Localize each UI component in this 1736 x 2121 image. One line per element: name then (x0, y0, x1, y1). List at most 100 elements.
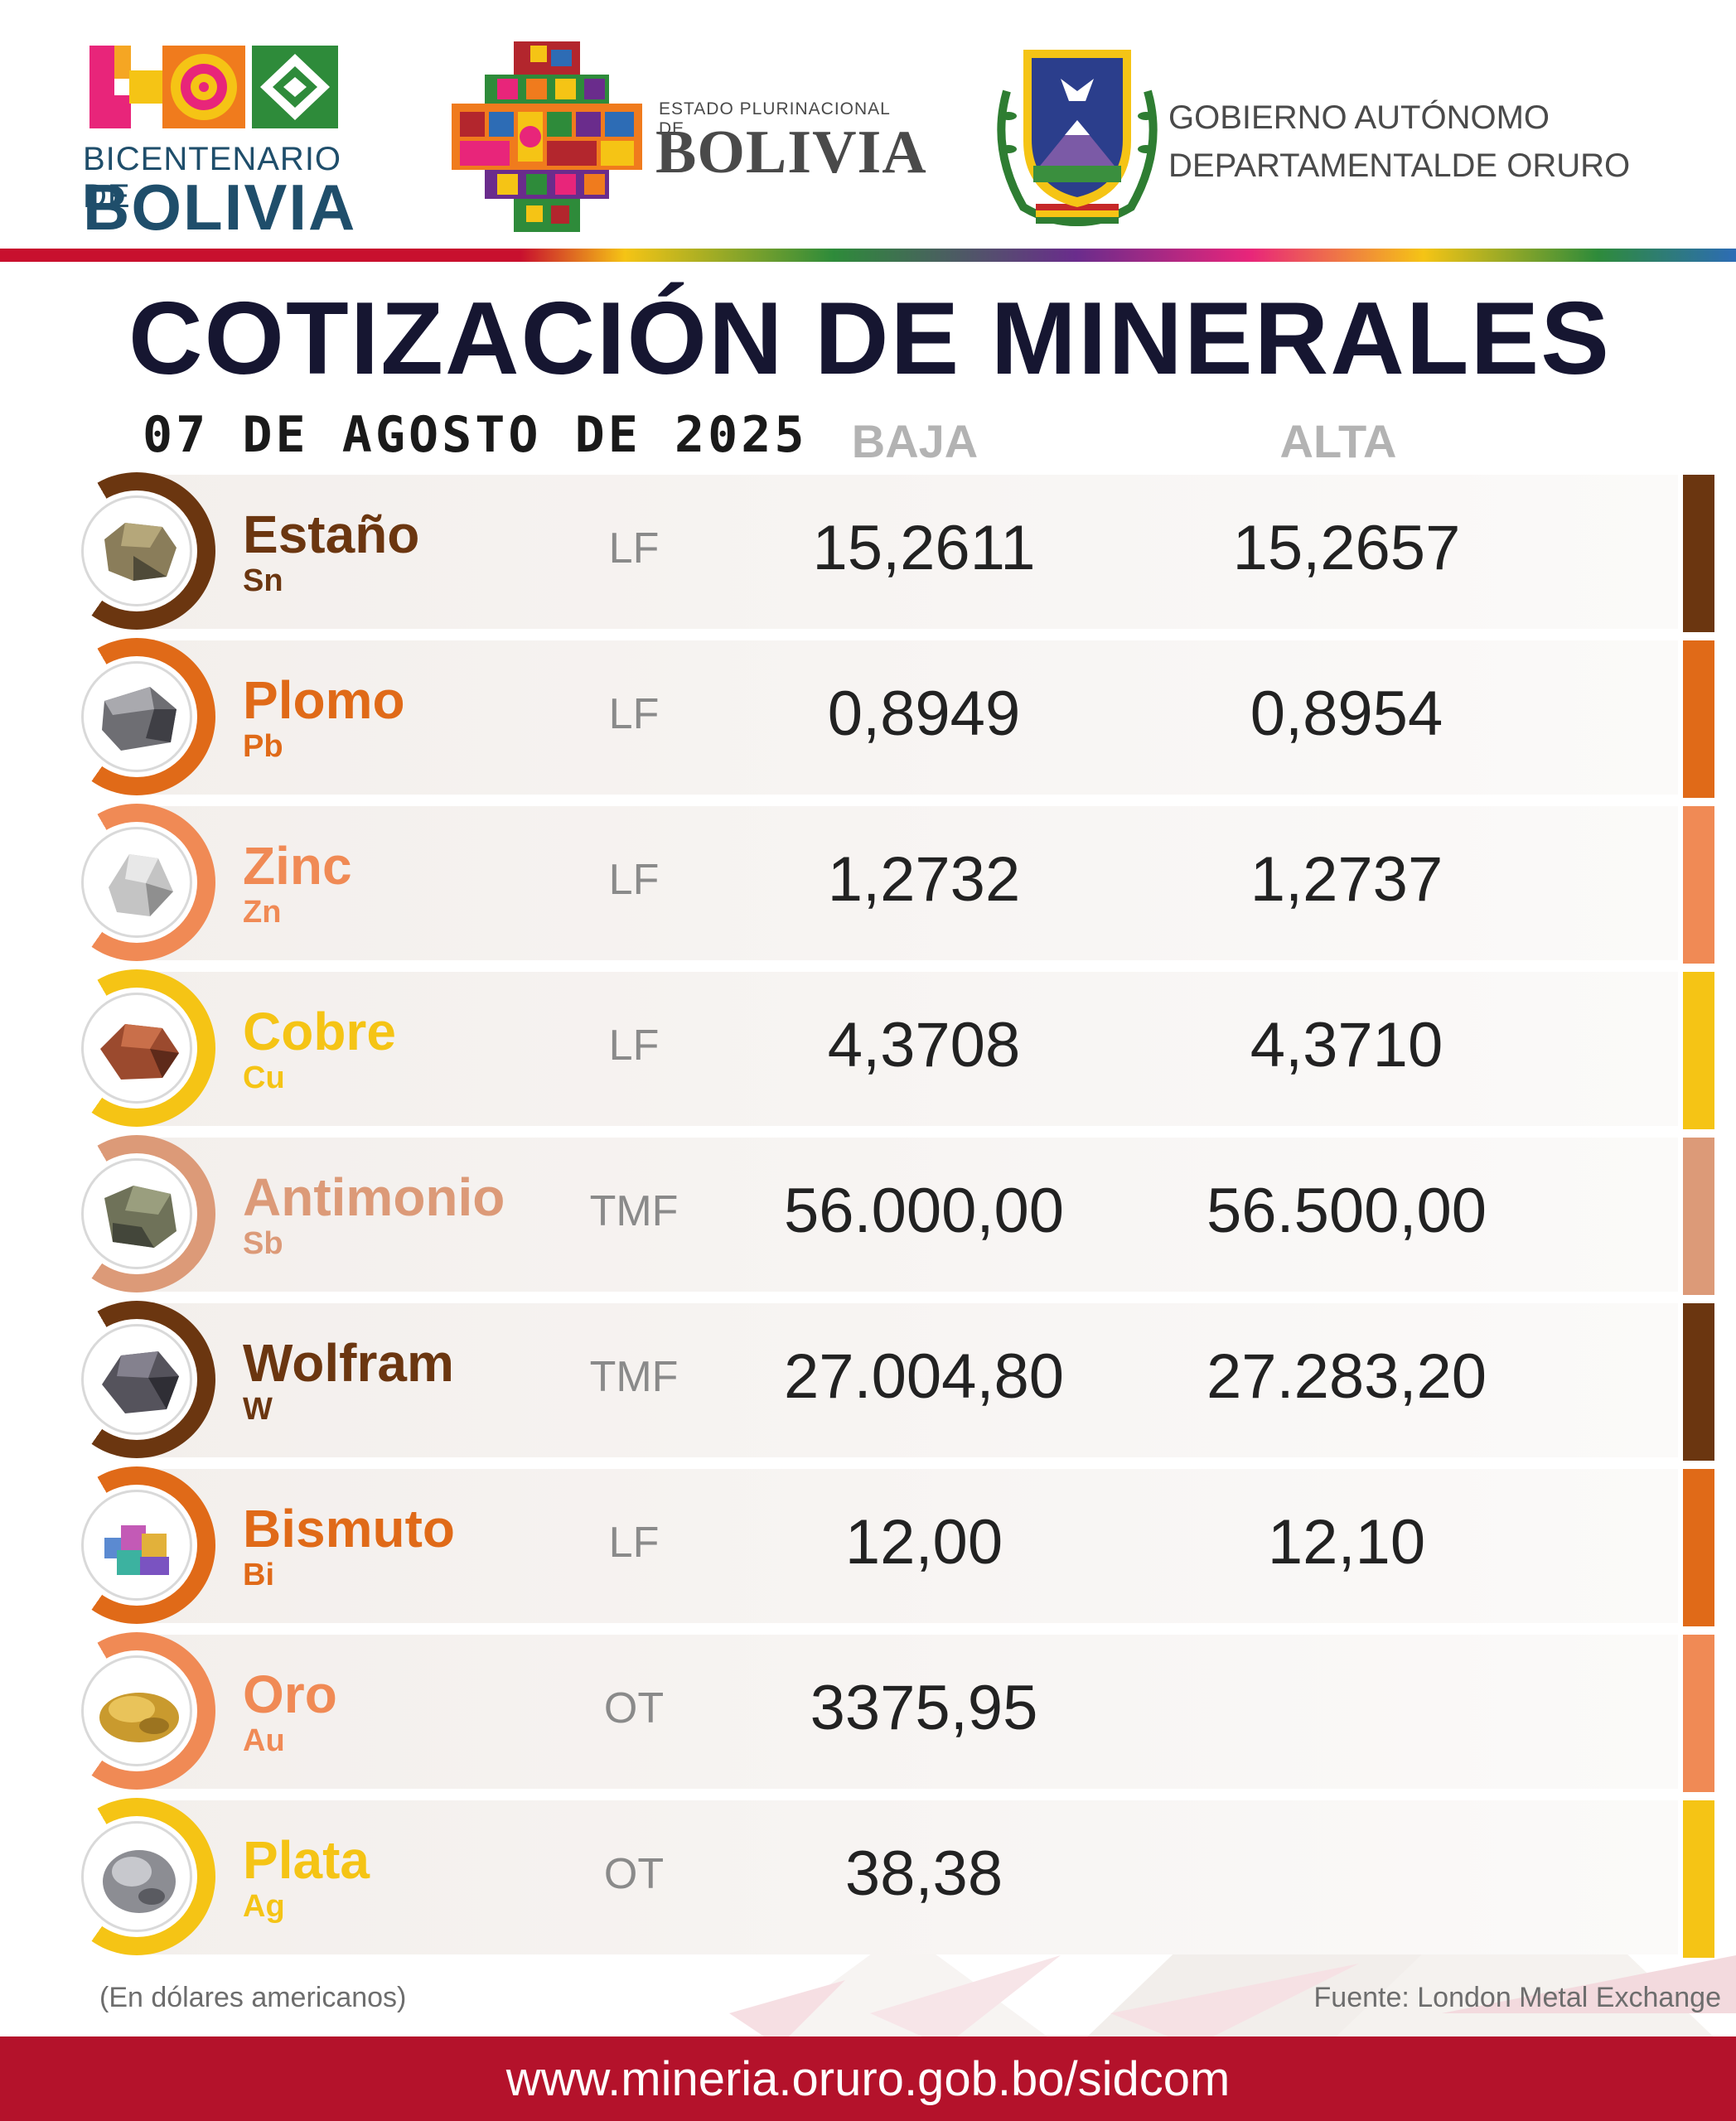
row-color-bar (1683, 972, 1714, 1129)
cassiterite-icon (81, 495, 192, 606)
price-baja: 12,00 (844, 1507, 1003, 1577)
mineral-unit: LF (608, 856, 660, 904)
mineral-unit: LF (608, 524, 660, 573)
price-baja: 56.000,00 (783, 1176, 1065, 1246)
row-color-bar (1683, 1138, 1714, 1295)
row-background (137, 1800, 1678, 1954)
mineral-row: Wolfram W TMF 27.004,80 27.283,20 (0, 1272, 1736, 1487)
price-baja: 3375,95 (810, 1673, 1038, 1743)
zinc-ore-icon (81, 827, 192, 938)
gobierno-line1: GOBIERNO AUTÓNOMO (1168, 99, 1550, 136)
price-baja: 0,8949 (827, 679, 1021, 749)
price-baja: 4,3708 (827, 1010, 1021, 1080)
mineral-symbol: Au (243, 1723, 285, 1758)
mineral-row: Oro Au OT 3375,95 (0, 1603, 1736, 1819)
mineral-name: Plomo (243, 670, 405, 730)
price-alta: 12,10 (1267, 1507, 1426, 1577)
row-background (137, 806, 1678, 960)
mineral-row: Estaño Sn LF 15,2611 15,2657 (0, 443, 1736, 659)
mineral-row: Antimonio Sb TMF 56.000,00 56.500,00 (0, 1106, 1736, 1321)
source-note: Fuente: London Metal Exchange (1313, 1982, 1721, 2013)
antimony-ore-icon (81, 1158, 192, 1269)
mineral-row: Bismuto Bi LF 12,00 12,10 (0, 1437, 1736, 1653)
row-background (137, 1138, 1678, 1292)
row-color-bar (1683, 640, 1714, 798)
mineral-unit: LF (608, 690, 660, 738)
bicentenario-line1: BICENTENARIO DE (83, 141, 342, 215)
price-alta: 27.283,20 (1206, 1341, 1487, 1412)
estado-plurinacional-logo: ESTADO PLURINACIONAL DE BOLIVIA (452, 41, 926, 232)
gold-nugget-icon (81, 1655, 192, 1766)
flag-stripe-divider (0, 249, 1736, 262)
oruro-coat-of-arms-icon (997, 50, 1158, 226)
footer-website-link[interactable]: www.mineria.oruro.gob.bo/sidcom (505, 2052, 1231, 2106)
mineral-unit: LF (608, 1519, 660, 1567)
price-baja: 1,2732 (827, 844, 1021, 915)
mineral-row: Plomo Pb LF 0,8949 0,8954 (0, 609, 1736, 824)
bicentenario-emblem-icon (89, 46, 338, 128)
mineral-symbol: Pb (243, 729, 283, 764)
price-alta: 0,8954 (1250, 679, 1443, 749)
price-baja: 15,2611 (812, 513, 1036, 583)
row-color-bar (1683, 1635, 1714, 1792)
mineral-name: Bismuto (243, 1499, 455, 1558)
quote-date: 07 DE AGOSTO DE 2025 (143, 406, 808, 464)
row-background (137, 1635, 1678, 1789)
gobierno-line2: DEPARTAMENTALDE ORURO (1168, 147, 1631, 184)
mineral-row: Cobre Cu LF 4,3708 4,3710 (0, 940, 1736, 1156)
price-alta: 15,2657 (1232, 513, 1461, 583)
price-baja: 38,38 (844, 1838, 1003, 1909)
currency-note: (En dólares americanos) (99, 1982, 407, 2013)
mineral-name: Estaño (243, 505, 420, 564)
row-color-bar (1683, 806, 1714, 964)
price-alta: 56.500,00 (1206, 1176, 1487, 1246)
mineral-name: Plata (243, 1830, 370, 1890)
page-title: COTIZACIÓN DE MINERALES (128, 282, 1611, 396)
bicentenario-line2: BOLIVIA (83, 171, 357, 244)
row-background (137, 475, 1678, 629)
row-color-bar (1683, 1303, 1714, 1461)
column-header-baja: BAJA (851, 415, 979, 467)
galena-icon (81, 661, 192, 772)
mineral-symbol: W (243, 1392, 273, 1427)
mineral-name: Zinc (243, 836, 352, 896)
row-background (137, 972, 1678, 1126)
wolframite-icon (81, 1324, 192, 1435)
andean-cross-icon (452, 41, 642, 232)
bismuth-crystal-icon (81, 1490, 192, 1601)
mineral-symbol: Ag (243, 1889, 285, 1924)
mineral-unit: TMF (589, 1187, 679, 1235)
minerals-table: Estaño Sn LF 15,2611 15,2657 Plomo Pb LF… (0, 443, 1736, 1984)
silver-ore-icon (81, 1821, 192, 1932)
mineral-symbol: Cu (243, 1060, 285, 1095)
price-alta: 1,2737 (1250, 844, 1443, 915)
footer-bar: www.mineria.oruro.gob.bo/sidcom (0, 2036, 1736, 2121)
price-baja: 27.004,80 (783, 1341, 1065, 1412)
row-background (137, 1303, 1678, 1457)
copper-ore-icon (81, 993, 192, 1104)
row-color-bar (1683, 1800, 1714, 1958)
mineral-row: Zinc Zn LF 1,2732 1,2737 (0, 775, 1736, 990)
row-color-bar (1683, 475, 1714, 632)
header: BICENTENARIO DE BOLIVIA (0, 0, 1736, 249)
mineral-unit: TMF (589, 1353, 679, 1401)
mineral-name: Cobre (243, 1002, 396, 1061)
row-color-bar (1683, 1469, 1714, 1626)
price-alta: 4,3710 (1250, 1010, 1443, 1080)
column-header-alta: ALTA (1279, 415, 1397, 467)
mineral-name: Antimonio (243, 1167, 505, 1227)
mineral-unit: OT (603, 1684, 665, 1732)
mineral-symbol: Sn (243, 563, 283, 598)
estado-line1: ESTADO PLURINACIONAL DE (659, 99, 891, 138)
row-background (137, 1469, 1678, 1623)
mineral-symbol: Zn (243, 895, 282, 930)
estado-line2: BOLIVIA (655, 118, 927, 186)
mineral-unit: LF (608, 1022, 660, 1070)
mineral-unit: OT (603, 1850, 665, 1898)
gobierno-oruro-logo: GOBIERNO AUTÓNOMO DEPARTAMENTALDE ORURO (990, 41, 1695, 232)
row-background (137, 640, 1678, 795)
mineral-symbol: Bi (243, 1558, 274, 1592)
bicentenario-logo: BICENTENARIO DE BOLIVIA (83, 46, 356, 244)
mineral-name: Oro (243, 1664, 337, 1724)
mineral-row: Plata Ag OT 38,38 (0, 1769, 1736, 1984)
